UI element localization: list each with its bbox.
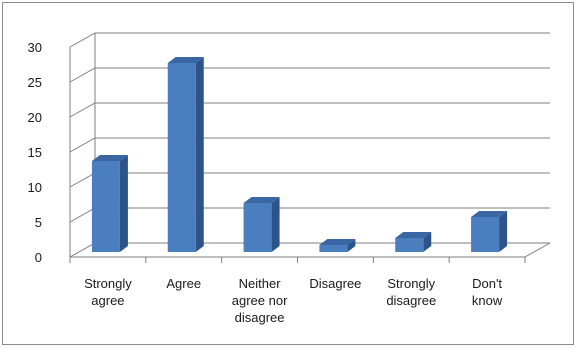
bar-front <box>471 217 500 252</box>
x-category-label: Strongly disagree <box>386 276 436 308</box>
bar-front <box>395 238 424 252</box>
x-category-label: Don't know <box>472 276 503 308</box>
bar-top <box>319 239 356 245</box>
bar-side <box>195 57 204 252</box>
bar-front <box>319 245 348 252</box>
floor-right-edge <box>524 242 551 258</box>
y-tick-label: 25 <box>28 75 42 90</box>
x-category-label: Neither agree nor disagree <box>232 276 288 325</box>
bar-front <box>243 203 272 252</box>
chart-gridlines <box>69 32 551 263</box>
bar-side <box>347 239 356 252</box>
x-axis-category-labels: Strongly agree Agree Neither agree nor disagr… <box>84 276 503 325</box>
bar-side <box>119 155 128 252</box>
gridline <box>69 172 550 188</box>
y-tick-label: 15 <box>28 145 42 160</box>
bar <box>91 155 128 252</box>
x-category-label: Agree <box>166 276 201 291</box>
y-tick-label: 5 <box>35 215 42 230</box>
bar-top <box>243 197 280 203</box>
bar <box>471 211 508 252</box>
gridline <box>69 102 550 118</box>
bar-top <box>91 155 128 161</box>
bar <box>395 232 432 252</box>
bar-side <box>271 197 280 252</box>
bar <box>243 197 280 252</box>
bar <box>167 57 204 252</box>
chart-bars <box>91 57 508 252</box>
y-tick-label: 20 <box>28 110 42 125</box>
x-category-label: Strongly agree <box>84 276 132 308</box>
bar-front <box>91 161 120 252</box>
gridline <box>69 32 550 48</box>
y-axis-tick-labels: 0 5 10 15 20 25 30 <box>28 40 42 265</box>
x-category-label: Disagree <box>309 276 361 291</box>
y-tick-label: 10 <box>28 180 42 195</box>
bar-top <box>395 232 432 238</box>
bar-top <box>167 57 204 63</box>
y-tick-label: 0 <box>35 250 42 265</box>
bar <box>319 239 356 252</box>
y-tick-label: 30 <box>28 40 42 55</box>
bar-front <box>167 63 196 252</box>
gridline <box>69 67 550 83</box>
gridline <box>69 137 550 153</box>
bar-top <box>471 211 508 217</box>
bar-side <box>499 211 508 252</box>
bar-side <box>423 232 432 252</box>
